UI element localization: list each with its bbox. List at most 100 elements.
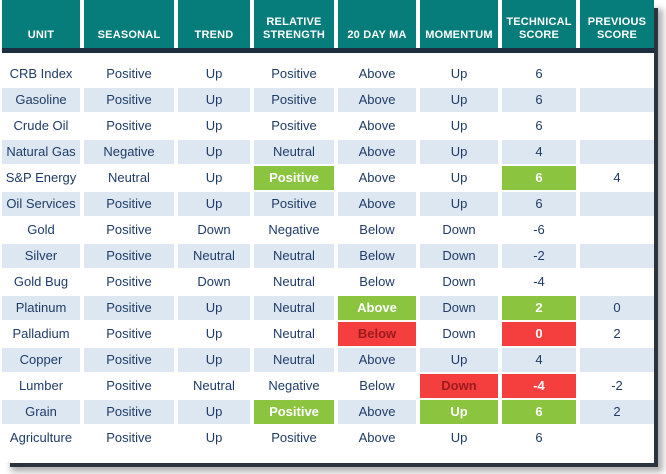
cell-20-day-ma-grain: Above [338,400,416,424]
cell-relative-strength-silver: Neutral [254,244,334,268]
cell-relative-strength-palladium: Neutral [254,322,334,346]
cell-seasonal-s-p-energy: Neutral [84,166,174,190]
column-header-seasonal: SEASONAL [84,0,174,48]
cell-relative-strength-crb-index: Positive [254,62,334,86]
cell-technical-score-oil-services: 6 [502,192,576,216]
cell-seasonal-gold: Positive [84,218,174,242]
cell-technical-score-gasoline: 6 [502,88,576,112]
cell-previous-score-crb-index [580,62,654,86]
cell-trend-grain: Up [178,400,250,424]
cell-seasonal-palladium: Positive [84,322,174,346]
cell-seasonal-grain: Positive [84,400,174,424]
row-label-platinum: Platinum [2,296,80,320]
cell-technical-score-gold-bug: -4 [502,270,576,294]
cell-trend-crude-oil: Up [178,114,250,138]
row-label-agriculture: Agriculture [2,426,80,450]
cell-technical-score-gold: -6 [502,218,576,242]
header-body-spacer [2,53,654,62]
cell-seasonal-platinum: Positive [84,296,174,320]
cell-20-day-ma-gold-bug: Below [338,270,416,294]
cell-technical-score-lumber: -4 [502,374,576,398]
cell-relative-strength-oil-services: Positive [254,192,334,216]
cell-trend-lumber: Neutral [178,374,250,398]
cell-trend-gold: Down [178,218,250,242]
cell-seasonal-lumber: Positive [84,374,174,398]
cell-momentum-natural-gas: Up [420,140,498,164]
cell-seasonal-silver: Positive [84,244,174,268]
cell-momentum-platinum: Down [420,296,498,320]
row-label-gold-bug: Gold Bug [2,270,80,294]
cell-trend-agriculture: Up [178,426,250,450]
row-label-natural-gas: Natural Gas [2,140,80,164]
header-divider [2,48,654,53]
cell-trend-oil-services: Up [178,192,250,216]
cell-relative-strength-crude-oil: Positive [254,114,334,138]
cell-technical-score-palladium: 0 [502,322,576,346]
cell-momentum-gasoline: Up [420,88,498,112]
cell-technical-score-crb-index: 6 [502,62,576,86]
row-label-silver: Silver [2,244,80,268]
cell-previous-score-gold-bug [580,270,654,294]
cell-trend-s-p-energy: Up [178,166,250,190]
cell-momentum-s-p-energy: Up [420,166,498,190]
cell-momentum-oil-services: Up [420,192,498,216]
cell-20-day-ma-gold: Below [338,218,416,242]
cell-20-day-ma-natural-gas: Above [338,140,416,164]
cell-relative-strength-platinum: Neutral [254,296,334,320]
cell-momentum-gold-bug: Down [420,270,498,294]
cell-technical-score-platinum: 2 [502,296,576,320]
cell-technical-score-s-p-energy: 6 [502,166,576,190]
row-label-crb-index: CRB Index [2,62,80,86]
cell-20-day-ma-gasoline: Above [338,88,416,112]
cell-previous-score-platinum: 0 [580,296,654,320]
cell-trend-gold-bug: Down [178,270,250,294]
row-label-crude-oil: Crude Oil [2,114,80,138]
cell-relative-strength-gold-bug: Neutral [254,270,334,294]
cell-seasonal-crude-oil: Positive [84,114,174,138]
cell-technical-score-copper: 4 [502,348,576,372]
cell-previous-score-crude-oil [580,114,654,138]
column-header-previous-score: PREVIOUS SCORE [580,0,654,48]
row-label-lumber: Lumber [2,374,80,398]
cell-seasonal-gold-bug: Positive [84,270,174,294]
cell-momentum-silver: Down [420,244,498,268]
row-label-gasoline: Gasoline [2,88,80,112]
row-label-s-p-energy: S&P Energy [2,166,80,190]
cell-relative-strength-gold: Negative [254,218,334,242]
cell-previous-score-s-p-energy: 4 [580,166,654,190]
column-header-relative-strength: RELATIVE STRENGTH [254,0,334,48]
row-label-gold: Gold [2,218,80,242]
cell-20-day-ma-oil-services: Above [338,192,416,216]
cell-previous-score-silver [580,244,654,268]
row-label-grain: Grain [2,400,80,424]
cell-20-day-ma-lumber: Below [338,374,416,398]
cell-relative-strength-lumber: Negative [254,374,334,398]
cell-trend-natural-gas: Up [178,140,250,164]
cell-relative-strength-s-p-energy: Positive [254,166,334,190]
cell-relative-strength-copper: Neutral [254,348,334,372]
column-header-technical-score: TECHNICAL SCORE [502,0,576,48]
cell-relative-strength-gasoline: Positive [254,88,334,112]
column-header-20-day-ma: 20 DAY MA [338,0,416,48]
cell-previous-score-gasoline [580,88,654,112]
cell-seasonal-agriculture: Positive [84,426,174,450]
cell-trend-palladium: Up [178,322,250,346]
table-body: CRB Index Positive Up Positive Above Up 6 Gasol… [2,62,654,450]
row-label-copper: Copper [2,348,80,372]
cell-momentum-gold: Down [420,218,498,242]
column-header-momentum: MOMENTUM [420,0,498,48]
cell-previous-score-lumber: -2 [580,374,654,398]
cell-momentum-grain: Up [420,400,498,424]
cell-previous-score-copper [580,348,654,372]
cell-trend-gasoline: Up [178,88,250,112]
technical-score-table: UNIT SEASONAL TREND RELATIVE STRENGTH 20 DAY… [2,0,654,463]
cell-trend-crb-index: Up [178,62,250,86]
cell-previous-score-palladium: 2 [580,322,654,346]
cell-seasonal-copper: Positive [84,348,174,372]
column-header-unit: UNIT [2,0,80,48]
cell-seasonal-crb-index: Positive [84,62,174,86]
cell-20-day-ma-crude-oil: Above [338,114,416,138]
cell-20-day-ma-crb-index: Above [338,62,416,86]
cell-trend-copper: Up [178,348,250,372]
cell-previous-score-gold [580,218,654,242]
